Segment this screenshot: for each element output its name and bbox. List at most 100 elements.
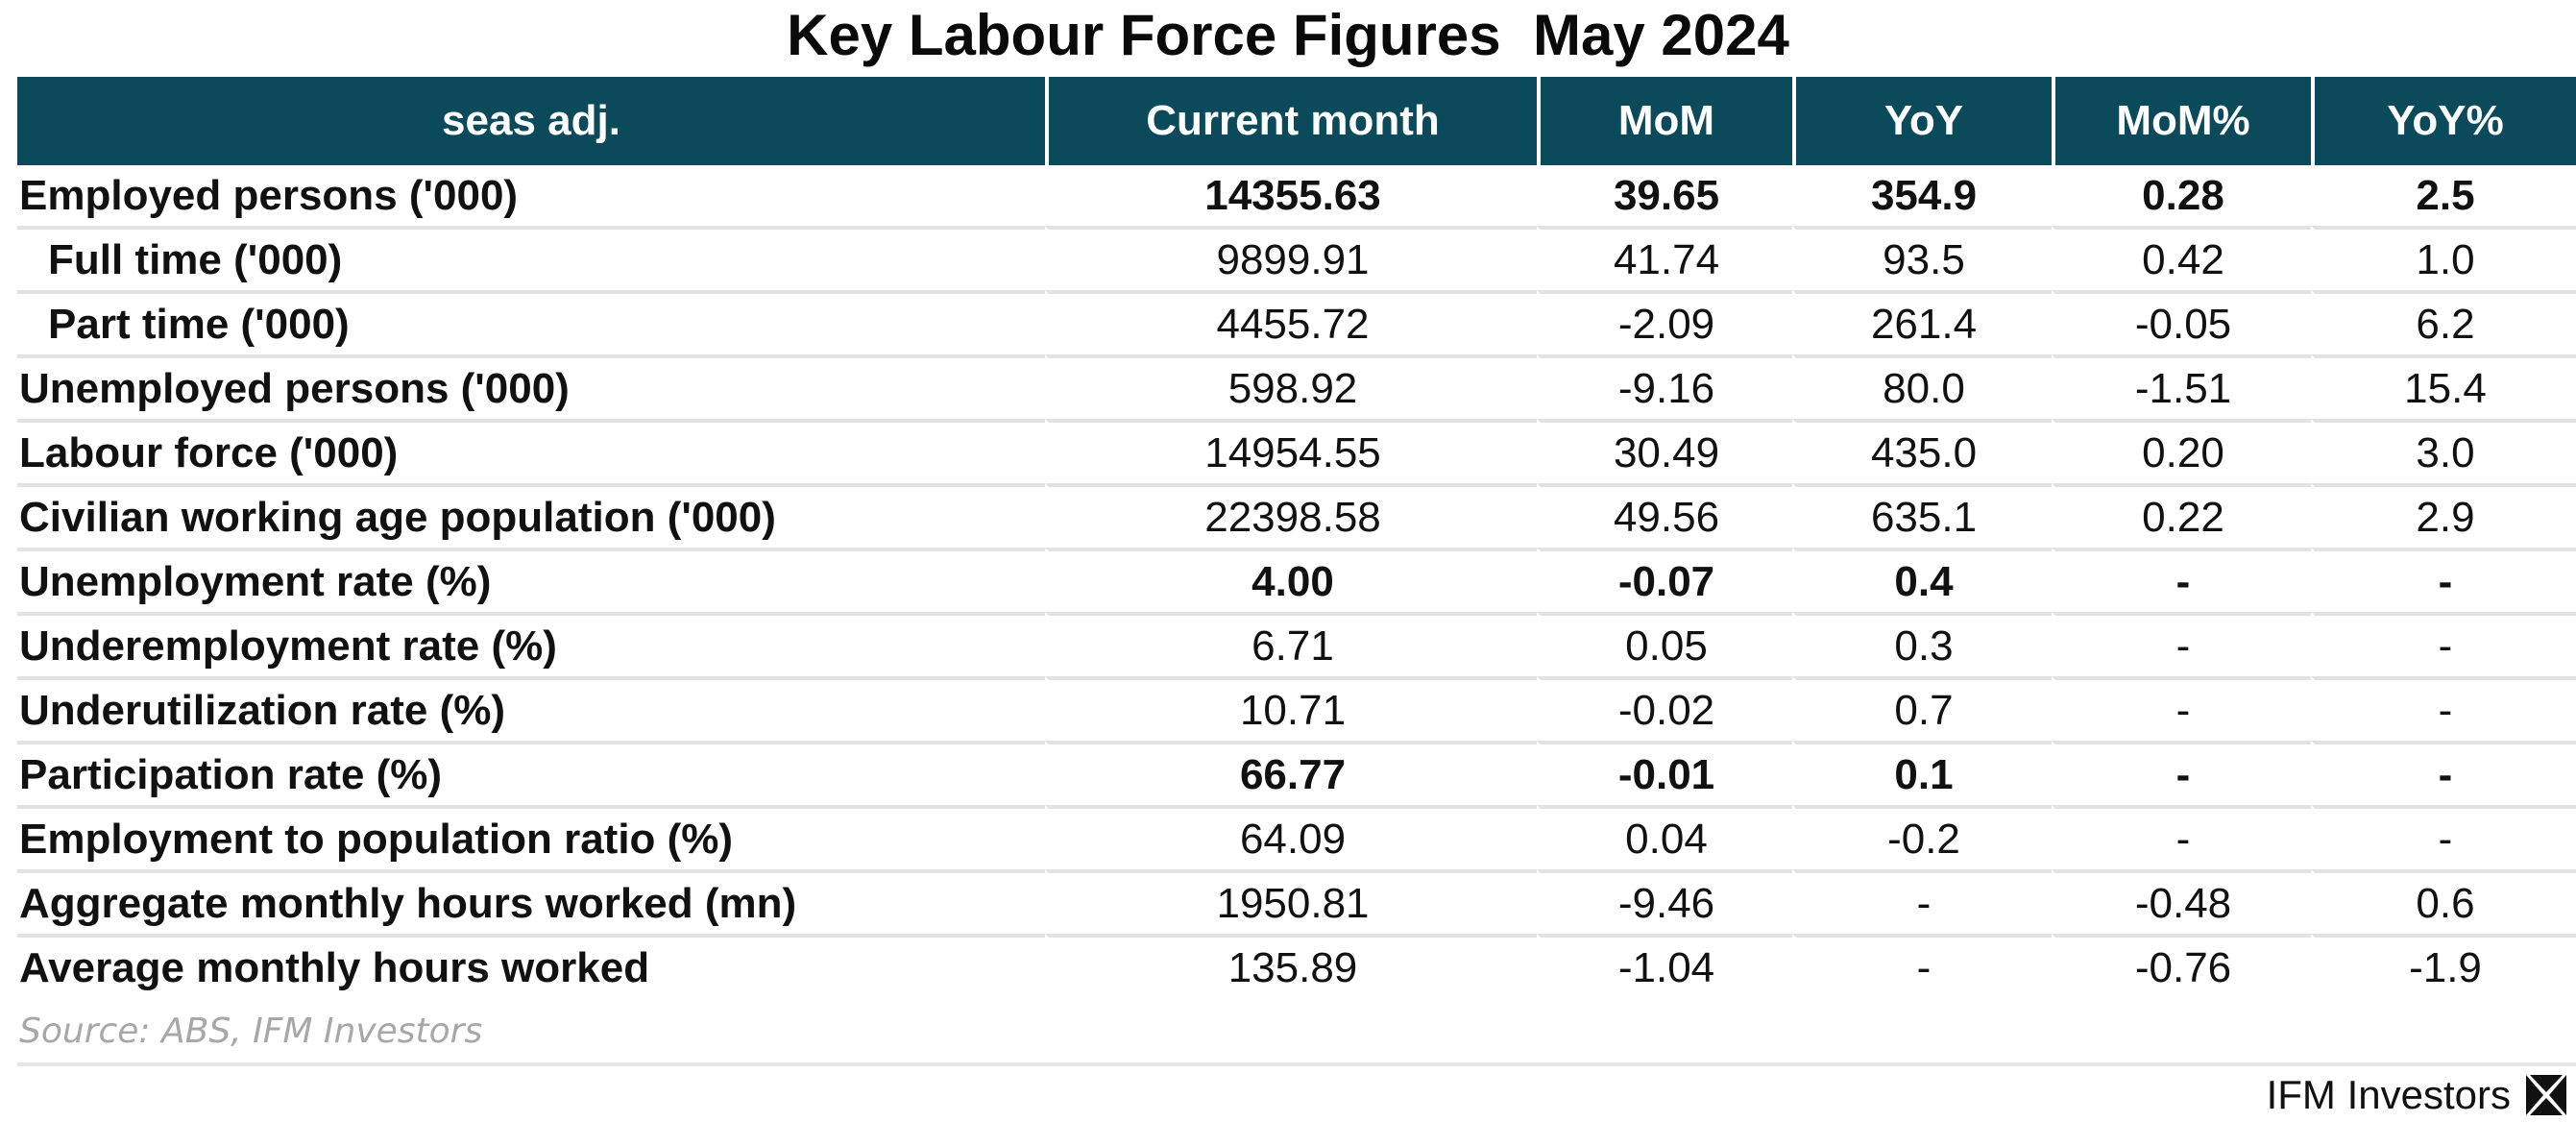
table-cell: 49.56 xyxy=(1537,483,1792,548)
table-row: Civilian working age population ('000) 22… xyxy=(17,483,2576,548)
table-cell: 66.77 xyxy=(1045,741,1537,805)
table-row: Aggregate monthly hours worked (mn) 1950.… xyxy=(17,869,2576,934)
table-header-row: seas adj. Current month MoM YoY MoM% YoY… xyxy=(17,77,2576,165)
row-label: Underemployment rate (%) xyxy=(17,612,1045,676)
table-cell: 14355.63 xyxy=(1045,165,1537,226)
table-cell: 93.5 xyxy=(1792,226,2052,290)
table-cell: 10.71 xyxy=(1045,676,1537,741)
table-cell: -0.2 xyxy=(1792,805,2052,869)
table-cell: 9899.91 xyxy=(1045,226,1537,290)
table-cell: 0.7 xyxy=(1792,676,2052,741)
table-row: Average monthly hours worked 135.89 -1.04-… xyxy=(17,934,2576,998)
table-cell: -0.05 xyxy=(2052,290,2311,354)
table-cell: 30.49 xyxy=(1537,419,1792,483)
table-cell: -0.48 xyxy=(2052,869,2311,934)
table-cell: 4.00 xyxy=(1045,548,1537,612)
table-cell: - xyxy=(2052,548,2311,612)
table-cell: 1.0 xyxy=(2311,226,2576,290)
table-cell: 80.0 xyxy=(1792,354,2052,419)
table-row: Labour force ('000) 14954.55 30.49 435.0 0.2… xyxy=(17,419,2576,483)
table-row: Underutilization rate (%) 10.71 -0.02 0.7- - xyxy=(17,676,2576,741)
table-cell: 64.09 xyxy=(1045,805,1537,869)
table-cell: 0.28 xyxy=(2052,165,2311,226)
table-cell: - xyxy=(2311,805,2576,869)
table-row: Participation rate (%) 66.77 -0.01 0.1- - xyxy=(17,741,2576,805)
table-cell: -9.46 xyxy=(1537,869,1792,934)
table-cell: 0.6 xyxy=(2311,869,2576,934)
table-cell: 39.65 xyxy=(1537,165,1792,226)
row-label: Unemployment rate (%) xyxy=(17,548,1045,612)
table-cell: - xyxy=(1792,869,2052,934)
table-cell: -1.51 xyxy=(2052,354,2311,419)
column-header: Current month xyxy=(1045,77,1537,165)
table-row: Unemployment rate (%) 4.00 -0.07 0.4- - xyxy=(17,548,2576,612)
column-header: MoM xyxy=(1537,77,1792,165)
table-cell: - xyxy=(2052,741,2311,805)
table-cell: -0.02 xyxy=(1537,676,1792,741)
table-cell: 2.5 xyxy=(2311,165,2576,226)
column-header: YoY% xyxy=(2311,77,2576,165)
column-header: seas adj. xyxy=(17,77,1045,165)
row-label: Civilian working age population ('000) xyxy=(17,483,1045,548)
footer-divider xyxy=(17,1062,2576,1066)
table-cell: -0.76 xyxy=(2052,934,2311,998)
table-cell: 14954.55 xyxy=(1045,419,1537,483)
table-cell: 0.4 xyxy=(1792,548,2052,612)
brand-name: IFM Investors xyxy=(2266,1072,2511,1117)
table-cell: -0.07 xyxy=(1537,548,1792,612)
table-cell: -1.04 xyxy=(1537,934,1792,998)
row-label: Part time ('000) xyxy=(17,290,1045,354)
table-cell: 0.04 xyxy=(1537,805,1792,869)
column-header: YoY xyxy=(1792,77,2052,165)
table-cell: 435.0 xyxy=(1792,419,2052,483)
table-cell: 0.20 xyxy=(2052,419,2311,483)
table-cell: 0.42 xyxy=(2052,226,2311,290)
table-row: Unemployed persons ('000) 598.92 -9.16 80.0… xyxy=(17,354,2576,419)
table-cell: 2.9 xyxy=(2311,483,2576,548)
table-cell: 22398.58 xyxy=(1045,483,1537,548)
table-cell: 135.89 xyxy=(1045,934,1537,998)
table-cell: - xyxy=(2311,741,2576,805)
table-row: Part time ('000) 4455.72 -2.09 261.4 -0.05 6.… xyxy=(17,290,2576,354)
row-label: Average monthly hours worked xyxy=(17,934,1045,998)
source-note: Source: ABS, IFM Investors xyxy=(19,1012,483,1051)
table-cell: 41.74 xyxy=(1537,226,1792,290)
table-cell: 635.1 xyxy=(1792,483,2052,548)
table-cell: - xyxy=(2052,676,2311,741)
table-cell: -1.9 xyxy=(2311,934,2576,998)
table-row: Underemployment rate (%) 6.71 0.05 0.3- - xyxy=(17,612,2576,676)
row-label: Labour force ('000) xyxy=(17,419,1045,483)
column-header: MoM% xyxy=(2052,77,2311,165)
table-cell: 6.2 xyxy=(2311,290,2576,354)
row-label: Underutilization rate (%) xyxy=(17,676,1045,741)
table-cell: -2.09 xyxy=(1537,290,1792,354)
labour-force-table: seas adj. Current month MoM YoY MoM% YoY… xyxy=(17,77,2576,998)
row-label: Participation rate (%) xyxy=(17,741,1045,805)
table-cell: 1950.81 xyxy=(1045,869,1537,934)
row-label: Unemployed persons ('000) xyxy=(17,354,1045,419)
table-cell: - xyxy=(2311,612,2576,676)
table-cell: 0.22 xyxy=(2052,483,2311,548)
table-cell: - xyxy=(1792,934,2052,998)
table-cell: 261.4 xyxy=(1792,290,2052,354)
table-row: Employment to population ratio (%) 64.09 0… xyxy=(17,805,2576,869)
table-cell: 598.92 xyxy=(1045,354,1537,419)
table-cell: - xyxy=(2052,805,2311,869)
table-cell: - xyxy=(2311,548,2576,612)
ifm-logo-icon xyxy=(2524,1073,2568,1117)
row-label: Full time ('000) xyxy=(17,226,1045,290)
table-cell: 354.9 xyxy=(1792,165,2052,226)
table-cell: -0.01 xyxy=(1537,741,1792,805)
table-cell: 0.1 xyxy=(1792,741,2052,805)
table-cell: -9.16 xyxy=(1537,354,1792,419)
row-label: Employment to population ratio (%) xyxy=(17,805,1045,869)
table-cell: 15.4 xyxy=(2311,354,2576,419)
table-cell: - xyxy=(2311,676,2576,741)
table-body: Employed persons ('000) 14355.63 39.65 354.… xyxy=(17,165,2576,998)
table-cell: 4455.72 xyxy=(1045,290,1537,354)
chart-title: Key Labour Force Figures May 2024 xyxy=(787,3,1789,67)
table-row: Employed persons ('000) 14355.63 39.65 354.… xyxy=(17,165,2576,226)
table-row: Full time ('000) 9899.91 41.74 93.5 0.42 1.0 xyxy=(17,226,2576,290)
brand-footer: IFM Investors xyxy=(2267,1070,2568,1120)
table-cell: 3.0 xyxy=(2311,419,2576,483)
